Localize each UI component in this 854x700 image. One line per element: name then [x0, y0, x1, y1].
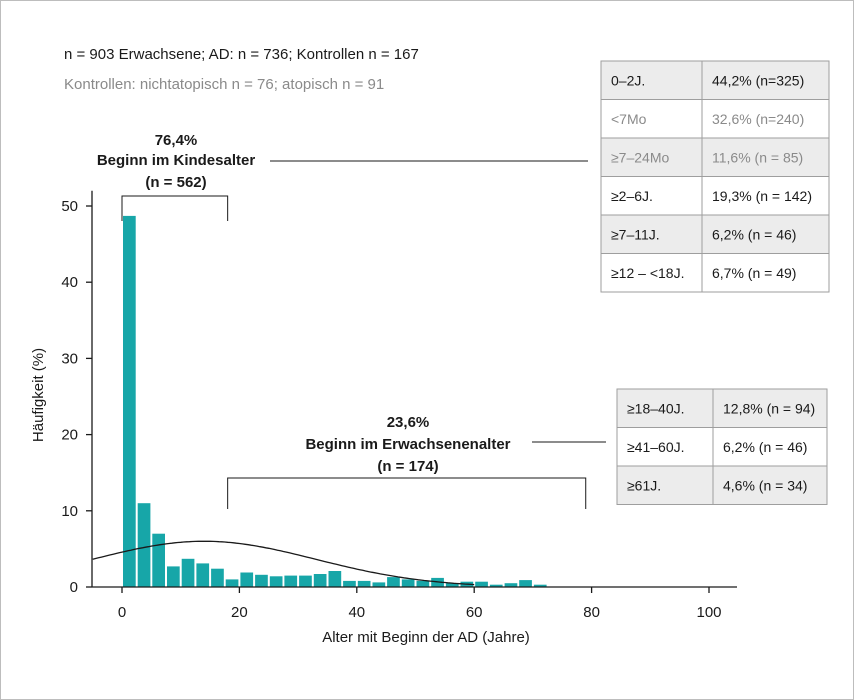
histogram-bar	[533, 584, 547, 587]
x-tick-label: 60	[466, 604, 483, 621]
histogram-bar	[372, 582, 386, 587]
histogram-bar	[255, 574, 268, 587]
y-tick-label: 20	[61, 427, 78, 444]
childhood-label: Beginn im Kindesalter	[97, 152, 256, 169]
normal-fit-curve	[92, 540, 475, 586]
histogram-bar	[475, 581, 488, 587]
histogram-bar	[123, 215, 136, 587]
adulthood-bracket	[227, 477, 587, 509]
adulthood-percent: 23,6%	[387, 414, 430, 431]
histogram-bar	[357, 580, 371, 587]
histogram-bar	[269, 576, 283, 587]
x-tick-label: 40	[348, 604, 365, 621]
childhood-count: (n = 562)	[145, 174, 206, 191]
x-tick-label: 100	[696, 604, 721, 621]
table-cell	[701, 253, 830, 293]
histogram-bar	[211, 568, 224, 587]
x-tick-label: 20	[231, 604, 248, 621]
x-tick-label: 0	[118, 604, 126, 621]
y-tick-label: 50	[61, 198, 78, 215]
table-cell	[701, 137, 830, 177]
table-cell	[701, 99, 830, 139]
histogram-bar	[240, 572, 254, 587]
table-row-value: 6,7% (n = 49)	[712, 265, 796, 281]
header-line-2: Kontrollen: nichtatopisch n = 76; atopis…	[64, 76, 384, 93]
table-row-label: ≥41–60J.	[627, 439, 685, 455]
table-cell	[712, 388, 828, 428]
table-cell	[600, 253, 703, 293]
histogram-bar	[196, 563, 210, 587]
table-cell	[701, 176, 830, 216]
table-row-value: 6,2% (n = 46)	[723, 439, 807, 455]
histogram-bar	[137, 503, 151, 587]
histogram-bar	[328, 571, 342, 587]
histogram-bar	[167, 566, 180, 587]
y-tick-label: 0	[70, 579, 78, 596]
histogram-bar	[489, 584, 503, 587]
table-row-label: ≥2–6J.	[611, 188, 653, 204]
histogram-bar	[519, 580, 532, 587]
histogram-bar	[313, 574, 327, 587]
table-row-value: 12,8% (n = 94)	[723, 400, 815, 416]
histogram-bars	[123, 215, 547, 587]
table-row-value: 32,6% (n=240)	[712, 111, 804, 127]
childhood-bracket	[121, 195, 229, 221]
table-row-value: 6,2% (n = 46)	[712, 226, 796, 242]
header-line-1: n = 903 Erwachsene; AD: n = 736; Kontrol…	[64, 46, 419, 63]
table-row-label: ≥61J.	[627, 477, 661, 493]
table-row-label: ≥12 – <18J.	[611, 265, 684, 281]
table-cell	[712, 427, 828, 467]
table-cell	[600, 214, 703, 254]
table-cell	[701, 214, 830, 254]
histogram-bar	[152, 533, 165, 587]
table-cell	[600, 137, 703, 177]
histogram-bar	[416, 580, 430, 587]
childhood-table: 0–2J. 44,2% (n=325) <7Mo 32,6% (n=240) ≥7–24…	[600, 60, 830, 293]
y-axis-label: Häufigkeit (%)	[30, 348, 47, 442]
table-cell	[600, 60, 703, 100]
histogram-bar	[504, 583, 518, 587]
histogram-bar	[181, 558, 195, 587]
table-row-label: ≥7–11J.	[611, 226, 660, 242]
table-row-value: 11,6% (n = 85)	[712, 149, 803, 165]
table-cell	[616, 465, 714, 505]
x-tick-label: 80	[583, 604, 600, 621]
histogram-bar	[299, 575, 312, 587]
histogram-bar	[387, 577, 400, 587]
table-cell	[616, 388, 714, 428]
table-cell	[616, 427, 714, 467]
table-row-value: 19,3% (n = 142)	[712, 188, 812, 204]
table-row-value: 44,2% (n=325)	[712, 72, 804, 88]
histogram-bar	[445, 583, 459, 587]
histogram-bar	[343, 580, 356, 587]
table-row-label: ≥18–40J.	[627, 400, 685, 416]
table-row-value: 4,6% (n = 34)	[723, 477, 807, 493]
y-tick-label: 30	[61, 350, 78, 367]
adulthood-count: (n = 174)	[377, 458, 438, 475]
table-row-label: <7Mo	[611, 111, 647, 127]
adulthood-label: Beginn im Erwachsenenalter	[305, 436, 510, 453]
breakdown-tables: 0–2J. 44,2% (n=325) <7Mo 32,6% (n=240) ≥7–24…	[600, 60, 830, 505]
table-cell	[600, 176, 703, 216]
y-tick-label: 40	[61, 274, 78, 291]
histogram-bar	[284, 575, 298, 587]
x-axis-label: Alter mit Beginn der AD (Jahre)	[322, 629, 530, 646]
histogram-bar	[225, 579, 239, 587]
table-row-label: 0–2J.	[611, 72, 645, 88]
axes: 0 10 20 30 40 50 0 20 40 60 80 100	[61, 190, 737, 621]
childhood-percent: 76,4%	[155, 132, 198, 149]
y-tick-label: 10	[61, 503, 78, 520]
fit-curve-group	[92, 540, 475, 586]
table-cell	[712, 465, 828, 505]
table-cell	[701, 60, 830, 100]
histogram-bar	[401, 579, 415, 587]
table-row-label: ≥7–24Mo	[611, 149, 669, 165]
adulthood-table: ≥18–40J. 12,8% (n = 94) ≥41–60J. 6,2% (n = …	[616, 388, 828, 505]
annotations: 76,4% Beginn im Kindesalter (n = 562) 23,6%…	[97, 132, 606, 509]
